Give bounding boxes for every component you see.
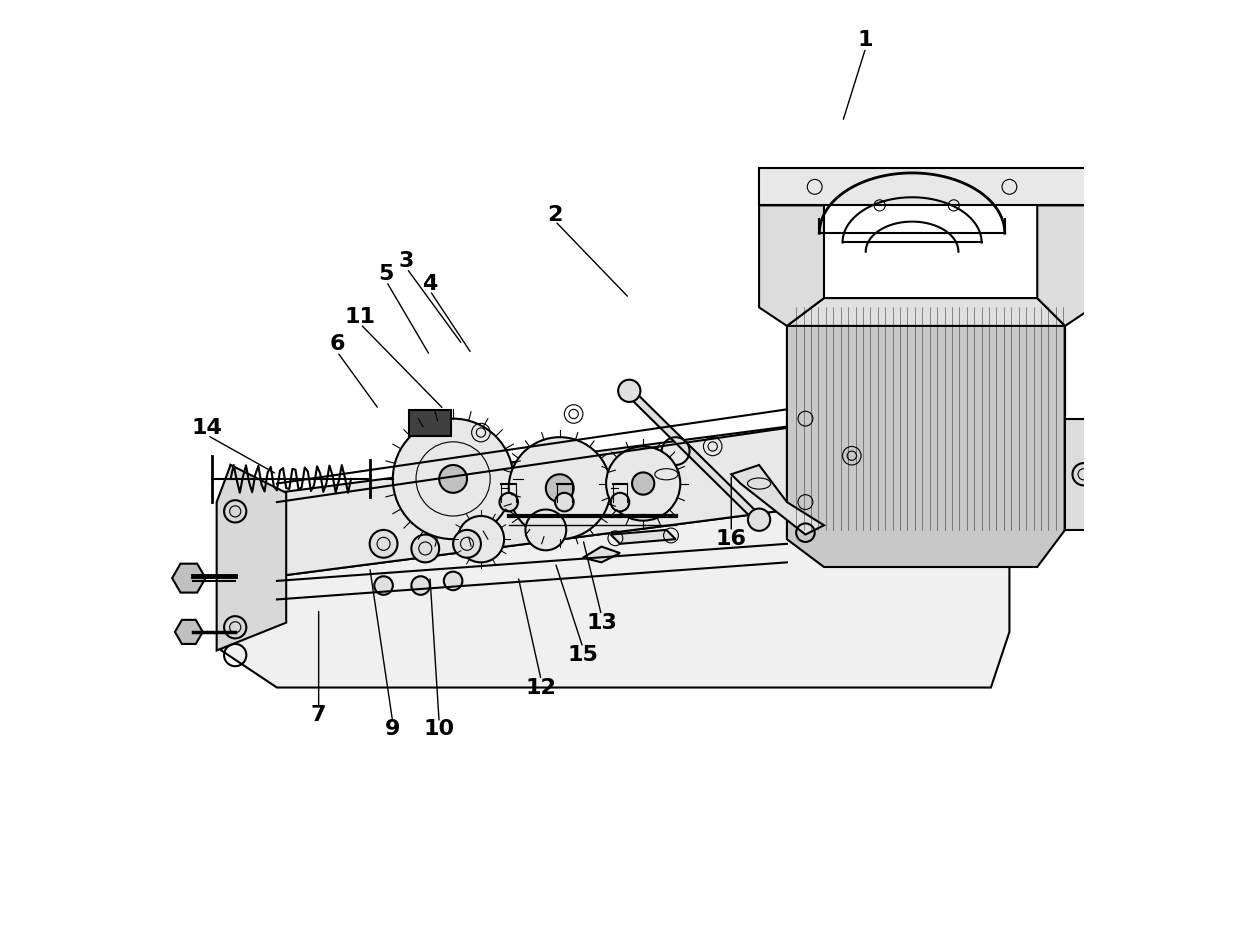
Polygon shape [221,465,231,650]
Bar [409,410,451,436]
Circle shape [393,418,513,539]
Polygon shape [583,547,620,563]
Circle shape [444,572,463,591]
Circle shape [611,493,629,512]
Polygon shape [759,168,1092,206]
Polygon shape [787,299,1065,326]
Circle shape [748,509,770,531]
Polygon shape [175,620,203,644]
Text: 2: 2 [547,205,563,225]
Polygon shape [217,465,286,650]
Circle shape [508,437,611,539]
Circle shape [453,530,481,558]
Polygon shape [759,206,825,326]
Circle shape [439,465,467,493]
Text: 1: 1 [858,31,873,50]
Text: 11: 11 [345,307,376,326]
Polygon shape [1065,418,1102,530]
Text: 10: 10 [424,719,455,739]
Polygon shape [629,386,759,525]
Circle shape [619,379,640,402]
Text: 5: 5 [378,264,394,284]
Circle shape [374,577,393,595]
Text: 15: 15 [568,645,599,665]
Polygon shape [221,400,1009,577]
Circle shape [500,493,518,512]
Circle shape [546,474,574,502]
Polygon shape [172,564,206,592]
Polygon shape [1037,206,1092,326]
Text: 6: 6 [330,335,345,354]
Text: 9: 9 [386,719,401,739]
Text: 3: 3 [399,251,414,271]
Circle shape [606,446,681,521]
Polygon shape [611,530,676,544]
Text: 16: 16 [715,529,746,550]
Circle shape [370,530,398,558]
Circle shape [526,510,567,551]
Text: 12: 12 [526,678,557,698]
Circle shape [632,472,655,495]
Polygon shape [732,465,825,535]
Text: 14: 14 [192,418,223,438]
Circle shape [556,493,574,512]
Text: 7: 7 [311,705,326,725]
Circle shape [458,516,505,563]
Circle shape [412,535,439,563]
Polygon shape [221,484,1009,687]
Text: 4: 4 [423,274,438,294]
Circle shape [412,577,430,595]
Text: 13: 13 [587,613,616,632]
Polygon shape [787,299,1065,567]
